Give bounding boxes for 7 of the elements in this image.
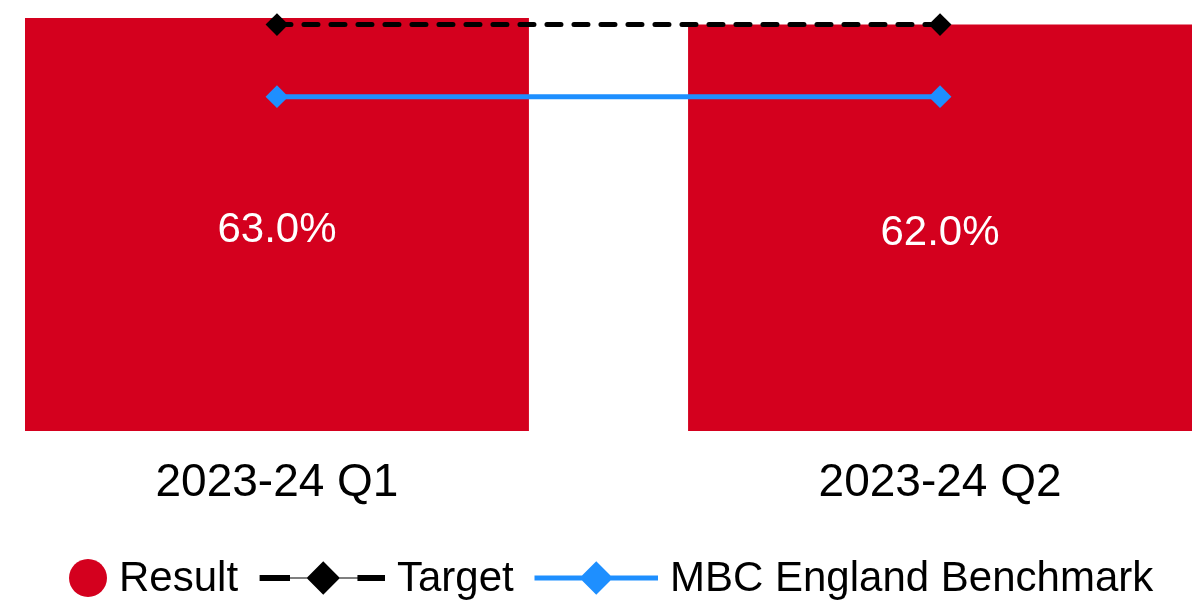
legend-label: Result xyxy=(119,553,239,600)
legend-label: Target xyxy=(397,553,515,600)
x-tick-label: 2023-24 Q1 xyxy=(155,453,399,506)
legend-label: MBC England Benchmark xyxy=(670,553,1155,600)
x-tick-label: 2023-24 Q2 xyxy=(818,453,1062,506)
data-label: 63.0% xyxy=(217,203,337,251)
data-label: 62.0% xyxy=(880,206,1000,254)
